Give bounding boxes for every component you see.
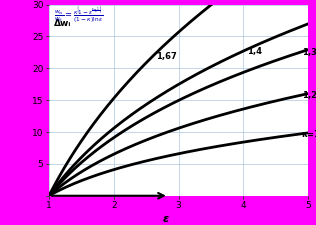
Text: 1,4: 1,4 xyxy=(246,47,262,56)
Text: 1,33: 1,33 xyxy=(301,48,316,57)
Text: Δwᵢ: Δwᵢ xyxy=(54,19,71,28)
Text: κ=1,13: κ=1,13 xyxy=(301,130,316,139)
Text: ε: ε xyxy=(162,214,169,224)
Text: 1,67: 1,67 xyxy=(156,52,177,61)
Text: 1,22: 1,22 xyxy=(301,91,316,100)
Text: $\frac{w_{is}}{w_{it}}=\frac{\kappa\!\left[1-\varepsilon^{\!\frac{\kappa-1}{\kap: $\frac{w_{is}}{w_{it}}=\frac{\kappa\!\le… xyxy=(54,6,104,26)
